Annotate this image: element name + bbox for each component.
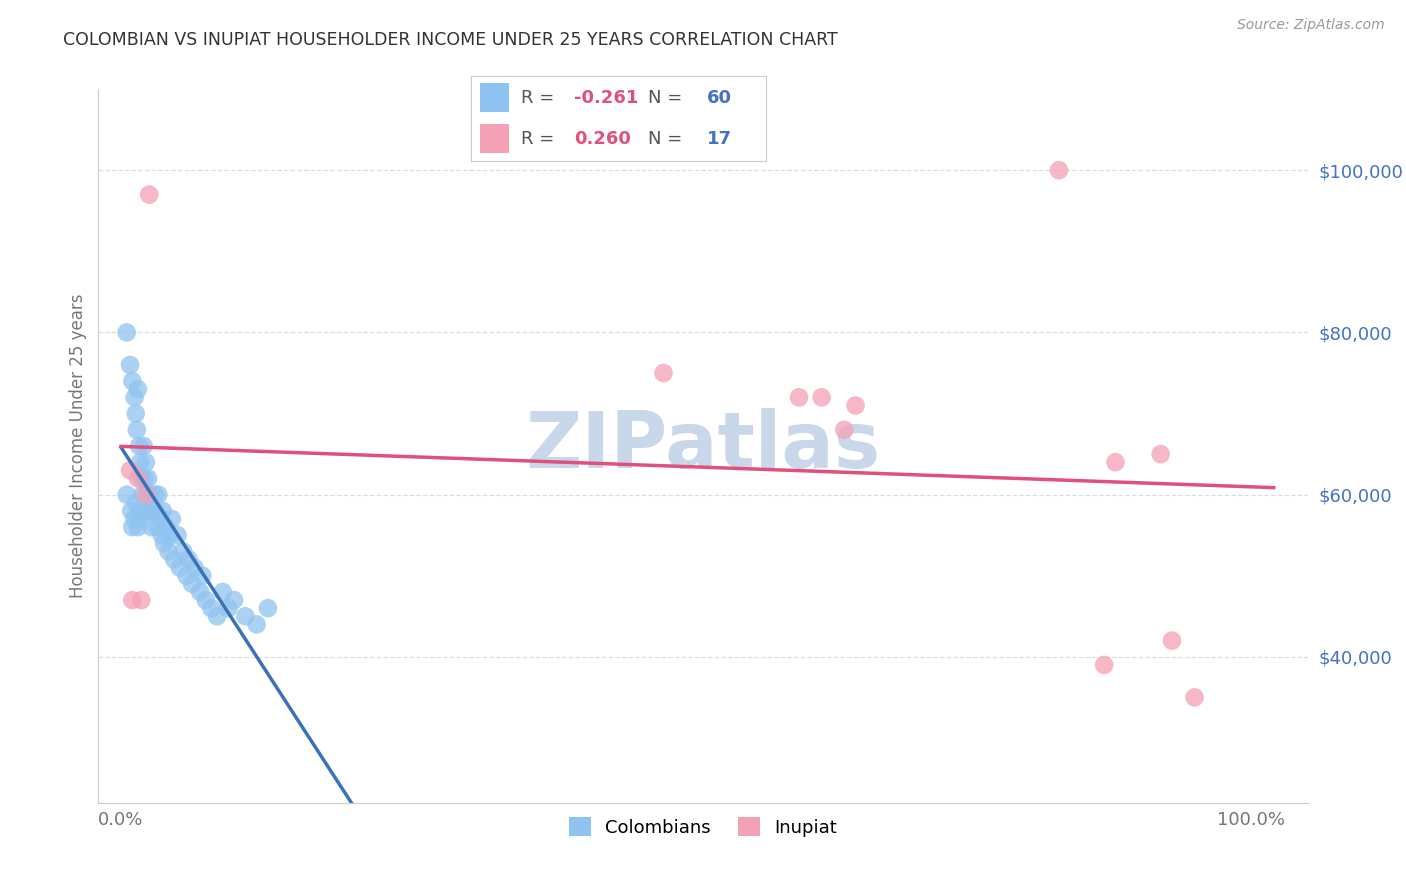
Point (257, 601, 280, 615)
Point (120, 358, 142, 372)
Text: ZIPatlas: ZIPatlas (526, 408, 880, 484)
Point (149, 512, 172, 526)
Text: R =: R = (522, 89, 560, 107)
Point (1047, 163, 1070, 178)
Point (810, 390, 832, 404)
Point (134, 471, 156, 485)
Text: Source: ZipAtlas.com: Source: ZipAtlas.com (1237, 18, 1385, 32)
Point (121, 520, 143, 534)
Point (1161, 633, 1184, 648)
Text: 0.260: 0.260 (575, 129, 631, 147)
Point (138, 504, 160, 518)
Point (191, 568, 214, 582)
Point (132, 439, 155, 453)
Point (169, 560, 191, 574)
Point (159, 528, 181, 542)
Point (135, 504, 157, 518)
Point (138, 187, 160, 202)
Point (121, 593, 143, 607)
Text: N =: N = (648, 89, 688, 107)
Point (153, 536, 176, 550)
Point (1184, 690, 1206, 705)
Text: N =: N = (648, 129, 688, 147)
Point (124, 390, 146, 404)
Point (152, 504, 174, 518)
Point (143, 488, 166, 502)
Point (233, 609, 256, 624)
Point (139, 488, 162, 502)
Point (135, 455, 157, 469)
Point (150, 528, 173, 542)
Point (115, 326, 138, 340)
Text: 17: 17 (707, 129, 733, 147)
Point (131, 471, 153, 485)
Y-axis label: Householder Income Under 25 years: Householder Income Under 25 years (69, 293, 87, 599)
Point (160, 512, 183, 526)
Point (131, 488, 153, 502)
Point (832, 423, 855, 437)
Point (166, 528, 188, 542)
Point (125, 407, 148, 421)
Point (146, 520, 169, 534)
Point (163, 552, 186, 566)
Point (217, 601, 239, 615)
Text: 60: 60 (707, 89, 733, 107)
Point (148, 488, 170, 502)
Point (157, 544, 180, 558)
Point (205, 609, 228, 624)
Text: -0.261: -0.261 (575, 89, 638, 107)
Point (652, 366, 675, 380)
Point (127, 382, 149, 396)
Point (222, 593, 245, 607)
Point (129, 455, 152, 469)
Point (129, 512, 152, 526)
Point (200, 601, 222, 615)
Legend: Colombians, Inupiat: Colombians, Inupiat (562, 810, 844, 844)
Point (120, 504, 142, 518)
Point (787, 390, 810, 404)
Point (194, 593, 217, 607)
Point (136, 488, 159, 502)
Point (127, 471, 149, 485)
Point (1092, 657, 1115, 672)
Point (246, 617, 269, 632)
Point (1150, 447, 1173, 461)
Point (121, 374, 143, 388)
Text: R =: R = (522, 129, 560, 147)
Bar (479, 84, 509, 112)
Bar (479, 124, 509, 153)
Point (155, 520, 177, 534)
Point (127, 520, 149, 534)
Point (845, 399, 868, 413)
Point (211, 585, 233, 599)
Point (183, 560, 205, 574)
Point (125, 496, 148, 510)
Point (131, 593, 153, 607)
Point (142, 504, 165, 518)
Text: COLOMBIAN VS INUPIAT HOUSEHOLDER INCOME UNDER 25 YEARS CORRELATION CHART: COLOMBIAN VS INUPIAT HOUSEHOLDER INCOME … (63, 31, 838, 49)
Point (115, 488, 138, 502)
Point (128, 439, 150, 453)
Point (135, 488, 157, 502)
Point (181, 577, 204, 591)
Point (172, 544, 194, 558)
Point (188, 585, 211, 599)
Point (136, 471, 159, 485)
Point (176, 568, 198, 582)
Point (145, 504, 167, 518)
Point (125, 423, 148, 437)
Point (1104, 455, 1126, 469)
Point (128, 504, 150, 518)
Point (177, 552, 200, 566)
Point (141, 520, 163, 534)
Point (120, 463, 142, 477)
Point (124, 512, 146, 526)
